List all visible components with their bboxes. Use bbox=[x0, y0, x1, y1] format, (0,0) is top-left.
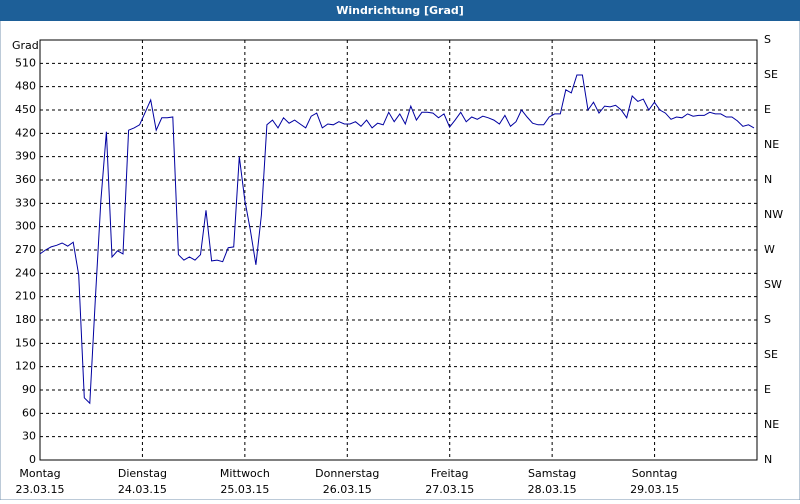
y2-tick-label: NE bbox=[764, 138, 779, 151]
y2-tick-label: SE bbox=[764, 348, 778, 361]
y-tick-label: 150 bbox=[15, 336, 36, 349]
y2-tick-label: W bbox=[764, 243, 775, 256]
y2-tick-label: NE bbox=[764, 418, 779, 431]
day-label: Samstag bbox=[528, 467, 576, 480]
date-label: 24.03.15 bbox=[118, 483, 167, 496]
y-tick-label: 240 bbox=[15, 266, 36, 279]
day-label: Freitag bbox=[431, 467, 469, 480]
y-axis-label: Grad bbox=[12, 39, 39, 52]
title-bar bbox=[0, 0, 800, 21]
y-tick-label: 420 bbox=[15, 126, 36, 139]
y-tick-label: 390 bbox=[15, 150, 36, 163]
date-label: 28.03.15 bbox=[528, 483, 577, 496]
day-label: Dienstag bbox=[118, 467, 167, 480]
y-tick-label: 0 bbox=[29, 453, 36, 466]
y2-tick-label: E bbox=[764, 383, 771, 396]
y-tick-label: 330 bbox=[15, 196, 36, 209]
y2-tick-label: S bbox=[764, 313, 771, 326]
y-tick-label: 60 bbox=[22, 406, 36, 419]
y2-tick-label: S bbox=[764, 33, 771, 46]
date-label: 26.03.15 bbox=[323, 483, 372, 496]
y-tick-label: 120 bbox=[15, 360, 36, 373]
y2-tick-label: N bbox=[764, 173, 772, 186]
y2-tick-label: SW bbox=[764, 278, 782, 291]
date-label: 27.03.15 bbox=[425, 483, 474, 496]
y-tick-label: 180 bbox=[15, 313, 36, 326]
day-label: Mittwoch bbox=[220, 467, 270, 480]
chart-title: Windrichtung [Grad] bbox=[336, 4, 464, 17]
day-label: Donnerstag bbox=[315, 467, 379, 480]
y-tick-label: 300 bbox=[15, 220, 36, 233]
y-tick-label: 480 bbox=[15, 80, 36, 93]
y-tick-label: 360 bbox=[15, 173, 36, 186]
data-line bbox=[39, 74, 755, 405]
date-label: 25.03.15 bbox=[220, 483, 269, 496]
y-tick-label: 210 bbox=[15, 290, 36, 303]
y-tick-label: 450 bbox=[15, 103, 36, 116]
y-tick-label: 90 bbox=[22, 383, 36, 396]
day-label: Sonntag bbox=[632, 467, 678, 480]
y-tick-label: 510 bbox=[15, 56, 36, 69]
y2-tick-label: N bbox=[764, 453, 772, 466]
day-label: Montag bbox=[19, 467, 60, 480]
date-label: 29.03.15 bbox=[630, 483, 679, 496]
date-label: 23.03.15 bbox=[16, 483, 65, 496]
y2-tick-label: NW bbox=[764, 208, 783, 221]
y2-tick-label: E bbox=[764, 103, 771, 116]
y-tick-label: 270 bbox=[15, 243, 36, 256]
y2-tick-label: SE bbox=[764, 68, 778, 81]
y-tick-label: 30 bbox=[22, 430, 36, 443]
